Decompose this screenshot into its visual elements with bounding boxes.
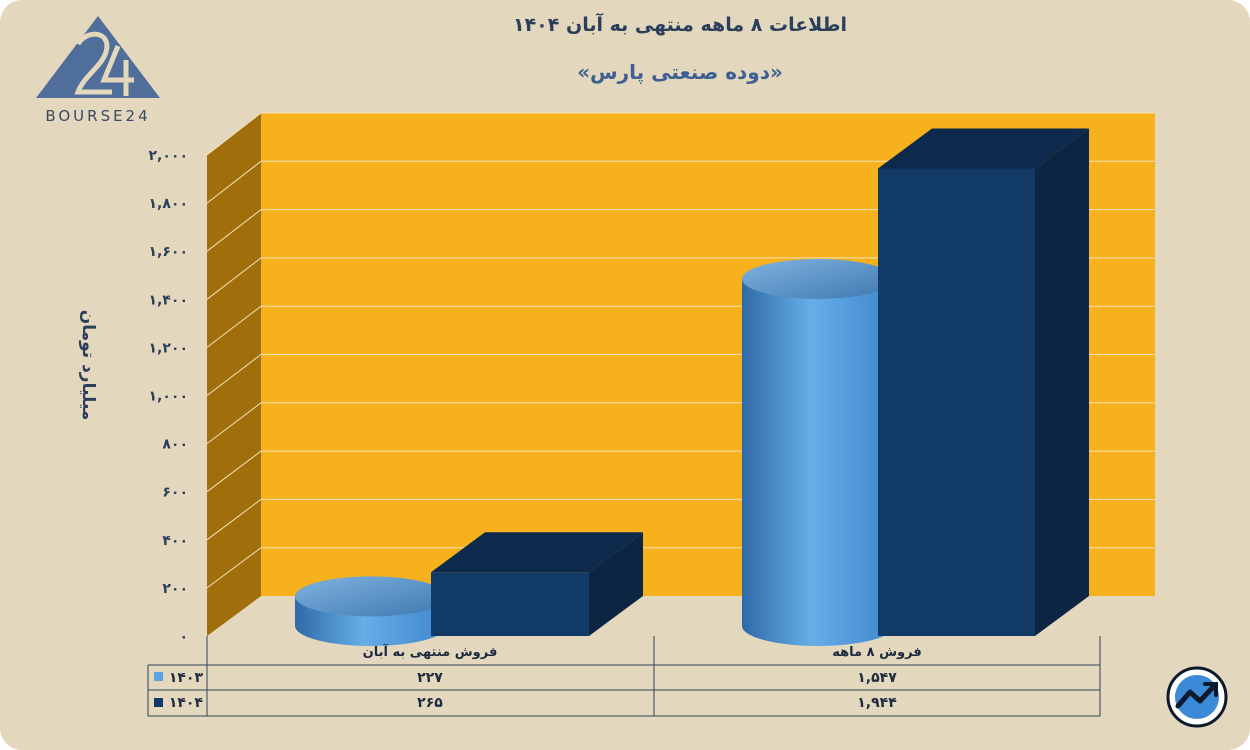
y-tick-label: ۲,۰۰۰ [149, 148, 189, 164]
chart-title: اطلاعات ۸ ماهه منتهی به آبان ۱۴۰۴ [512, 14, 848, 36]
y-tick-label: ۸۰۰ [162, 437, 188, 453]
data-label: ۱,۵۴۷ [857, 670, 897, 686]
y-tick-label: ۶۰۰ [162, 485, 188, 501]
box-side [589, 532, 643, 636]
box-front [878, 168, 1035, 636]
data-label: ۲۲۷ [417, 670, 443, 686]
trend-arrow-icon [1166, 666, 1228, 728]
y-tick-label: ۴۰۰ [162, 533, 188, 549]
bar-cylinder-1403 [742, 258, 894, 646]
box-top [431, 532, 643, 573]
logo-text: BOURSE24 [45, 107, 150, 125]
y-tick-label: ۱,۴۰۰ [149, 292, 189, 308]
data-table: فروش منتهی به آبان فروش ۸ ماهه ۱۴۰۳ ۱۴۰۴… [147, 636, 1101, 717]
category-label: فروش ۸ ماهه [832, 645, 921, 660]
chart-subtitle: «دوده صنعتی پارس» [577, 60, 783, 84]
y-tick-label: ۱,۰۰۰ [149, 389, 189, 405]
grid-line [206, 112, 1155, 156]
bars [295, 128, 1089, 646]
y-tick-label: ۱,۲۰۰ [149, 340, 189, 356]
bar-cylinder-1403 [295, 576, 447, 646]
category-label: فروش منتهی به آبان [363, 643, 498, 660]
legend-label-1403: ۱۴۰۳ [169, 670, 204, 686]
cylinder-top [295, 576, 447, 617]
y-axis-ticks: ۰ ۲۰۰ ۴۰۰ ۶۰۰ ۸۰۰ ۱,۰۰۰ ۱,۲۰۰ ۱,۴۰۰ ۱,۶۰۰ ۱,۸۰۰ ۲,… [149, 148, 189, 645]
box-front [431, 572, 589, 636]
legend-label-1404: ۱۴۰۴ [169, 695, 204, 711]
y-tick-label: ۲۰۰ [162, 581, 188, 597]
y-tick-label: ۱,۶۰۰ [149, 244, 189, 260]
bar-box-1404 [878, 128, 1089, 636]
y-tick-label: ۰ [179, 629, 188, 645]
cylinder-body [742, 278, 894, 646]
cylinder-top [742, 258, 894, 299]
legend-swatch-1403 [154, 672, 163, 681]
bar-box-1404 [431, 532, 643, 636]
grid-line [206, 257, 1155, 300]
data-label: ۱,۹۴۴ [857, 695, 897, 711]
box-side [1035, 128, 1089, 636]
grid-line [206, 209, 1155, 252]
grid-line [206, 160, 1155, 204]
legend-swatch-1404 [154, 698, 163, 707]
box-top [878, 128, 1089, 169]
y-tick-label: ۱,۸۰۰ [149, 196, 189, 212]
bourse24-logo-icon: BOURSE24 [36, 16, 160, 125]
data-label: ۲۶۵ [417, 695, 443, 711]
